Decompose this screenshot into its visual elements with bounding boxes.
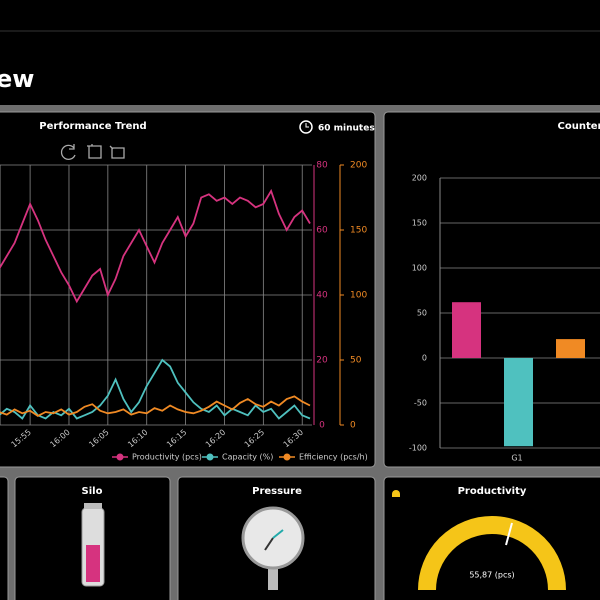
silo-graphic [81, 503, 105, 587]
page-title: ew [0, 65, 34, 93]
panel [0, 111, 376, 468]
gauge-arc [418, 516, 566, 591]
y-tick-label: 20 [316, 356, 328, 366]
panel [383, 111, 600, 468]
top-bar [0, 0, 600, 105]
y-tick-label: 0 [319, 421, 325, 431]
y-tick-label: -100 [409, 444, 427, 453]
time-range[interactable]: 60 minutes [318, 124, 375, 134]
y2-tick-label: 150 [350, 226, 367, 236]
series-line [0, 358, 311, 420]
series-line [0, 188, 311, 304]
clock-icon [299, 120, 313, 134]
gauge-value: 55,87 (pcs) [469, 571, 514, 580]
y2-tick-label: 50 [350, 356, 362, 366]
y2-tick-label: 200 [350, 161, 367, 171]
y2-tick-label: 0 [350, 421, 356, 431]
legend-swatch [283, 453, 291, 461]
y-tick-label: 100 [412, 264, 427, 273]
gauge-needle [505, 522, 513, 546]
bar [556, 339, 585, 358]
bell-icon[interactable] [392, 490, 400, 497]
y-tick-label: 60 [316, 226, 328, 236]
y-tick-label: 0 [422, 354, 427, 363]
legend-label: Productivity (pcs) [132, 453, 202, 462]
legend-label: Efficiency (pcs/h) [299, 453, 368, 462]
legend-swatch [116, 453, 124, 461]
panel-title: Productivity [458, 486, 527, 497]
crop-icon[interactable] [87, 144, 102, 159]
pressure-gauge [241, 506, 305, 590]
toolbar [60, 144, 125, 160]
y-tick-label: 50 [417, 309, 427, 318]
panel-title: Performance Trend [39, 121, 146, 132]
panel [0, 476, 9, 600]
legend-swatch [206, 453, 214, 461]
legend-label: Capacity (%) [222, 453, 273, 462]
x-tick-label: G1 [511, 454, 522, 463]
y-tick-label: -50 [414, 399, 427, 408]
y-tick-label: 40 [316, 291, 328, 301]
bar [504, 358, 533, 447]
y2-tick-label: 100 [350, 291, 367, 301]
panel-title: Counter [558, 121, 600, 132]
bar [452, 302, 481, 358]
panel-title: Pressure [252, 486, 302, 497]
series-line [0, 395, 311, 417]
plot-area [0, 188, 311, 420]
panel-title: Silo [82, 486, 103, 497]
refresh-icon[interactable] [60, 144, 76, 160]
y-tick-label: 150 [412, 219, 427, 228]
y-tick-label: 200 [412, 174, 427, 183]
reset-icon[interactable] [109, 145, 125, 159]
y-tick-label: 80 [316, 161, 328, 171]
